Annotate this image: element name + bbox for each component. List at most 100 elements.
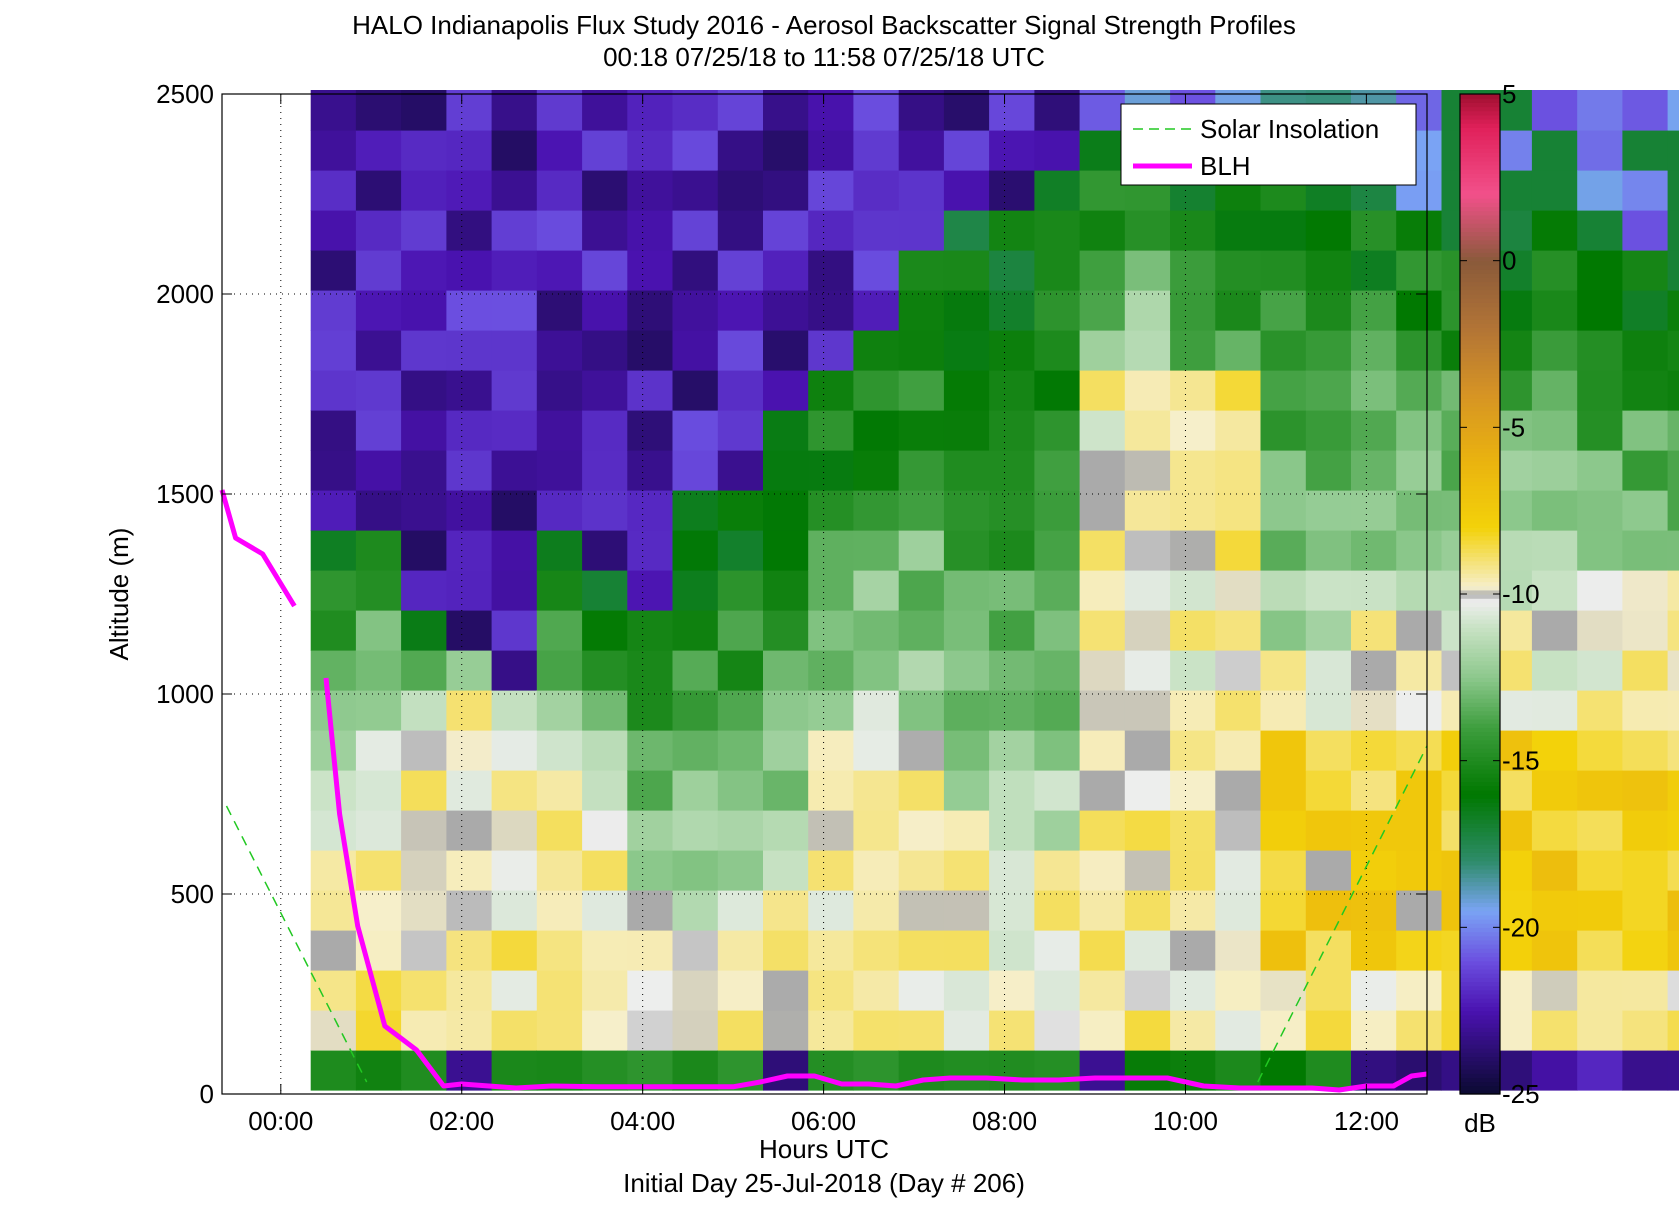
heatmap-cell <box>491 170 538 211</box>
colorbar-segment <box>1460 289 1500 295</box>
heatmap-cell <box>1667 90 1679 131</box>
heatmap-cell <box>401 330 447 371</box>
heatmap-cell <box>1577 650 1623 691</box>
heatmap-cell <box>1124 570 1171 611</box>
heatmap-cell <box>582 290 628 331</box>
heatmap-cell <box>1667 210 1679 251</box>
heatmap-cell <box>717 650 764 691</box>
colorbar-segment <box>1460 677 1500 683</box>
colorbar-segment <box>1460 752 1500 758</box>
heatmap-cell <box>355 1050 402 1091</box>
heatmap-cell <box>989 370 1035 411</box>
heatmap-cell <box>1667 770 1679 811</box>
colorbar-segment <box>1460 723 1500 728</box>
heatmap-cell <box>627 210 674 251</box>
heatmap-cell <box>853 610 900 651</box>
heatmap-cell <box>672 850 719 891</box>
heatmap-cell <box>853 770 900 811</box>
heatmap-cell <box>1351 570 1397 611</box>
heatmap-cell <box>672 290 719 331</box>
heatmap-cell <box>1396 810 1442 851</box>
colorbar-segment <box>1460 523 1500 528</box>
heatmap-cell <box>446 130 493 171</box>
heatmap-cell <box>717 250 764 291</box>
heatmap-cell <box>627 930 674 971</box>
heatmap-cell <box>989 890 1035 931</box>
heatmap-cell <box>1034 610 1081 651</box>
heatmap-cell <box>310 970 357 1011</box>
heatmap-cell <box>853 450 900 491</box>
heatmap-cell <box>1351 970 1397 1011</box>
colorbar-segment <box>1460 869 1500 874</box>
heatmap-cell <box>491 90 538 131</box>
heatmap-cell <box>672 690 719 731</box>
heatmap-cell <box>1034 370 1081 411</box>
heatmap-cell <box>355 890 402 931</box>
heatmap-cell <box>1667 490 1679 531</box>
x-axis-label-2: Initial Day 25-Jul-2018 (Day # 206) <box>623 1168 1025 1198</box>
colorbar-segment <box>1460 173 1500 178</box>
heatmap-cell <box>853 290 900 331</box>
colorbar-segment <box>1460 785 1500 791</box>
heatmap-cell <box>943 170 990 211</box>
colorbar-segment <box>1460 994 1500 999</box>
heatmap-cell <box>808 170 854 211</box>
heatmap-cell <box>1079 970 1126 1011</box>
heatmap-cell <box>536 650 583 691</box>
heatmap-cell <box>401 810 447 851</box>
heatmap-cell <box>1531 690 1578 731</box>
heatmap-cell <box>1260 370 1307 411</box>
colorbar-segment <box>1460 769 1500 774</box>
heatmap-cell <box>1124 450 1171 491</box>
heatmap-cell <box>627 250 674 291</box>
colorbar-segment <box>1460 948 1500 953</box>
heatmap-cell <box>1667 170 1679 211</box>
colorbar-segment <box>1460 810 1500 816</box>
heatmap-cell <box>853 930 900 971</box>
heatmap-cell <box>582 130 628 171</box>
heatmap-cell <box>1577 970 1623 1011</box>
heatmap-cell <box>1305 1010 1352 1051</box>
heatmap-cell <box>989 850 1035 891</box>
colorbar-segment <box>1460 760 1500 766</box>
heatmap-cell <box>1305 330 1352 371</box>
colorbar-segment <box>1460 956 1500 962</box>
heatmap-cell <box>1531 90 1578 131</box>
colorbar-segment <box>1460 144 1500 149</box>
heatmap-cell <box>1079 890 1126 931</box>
heatmap-cell <box>446 250 493 291</box>
heatmap-cell <box>1577 410 1623 451</box>
heatmap-cell <box>1396 730 1442 771</box>
heatmap-cell <box>310 410 357 451</box>
colorbar-segment <box>1460 539 1500 545</box>
heatmap-cell <box>898 330 945 371</box>
colorbar-segment <box>1460 577 1500 583</box>
heatmap-cell <box>446 930 493 971</box>
heatmap-cell <box>401 610 447 651</box>
heatmap-cell <box>536 570 583 611</box>
colorbar-segment <box>1460 1085 1500 1091</box>
heatmap-cell <box>763 490 809 531</box>
heatmap-cell <box>1351 250 1397 291</box>
heatmap-cell <box>1577 530 1623 571</box>
colorbar-segment <box>1460 344 1500 349</box>
heatmap-cell <box>989 690 1035 731</box>
heatmap-cell <box>1124 930 1171 971</box>
heatmap-cell <box>1396 370 1442 411</box>
heatmap-cell <box>1577 330 1623 371</box>
heatmap-cell <box>808 930 854 971</box>
heatmap-cell <box>446 890 493 931</box>
heatmap-cell <box>1351 330 1397 371</box>
colorbar-segment <box>1460 806 1500 812</box>
heatmap-cell <box>310 330 357 371</box>
heatmap-cell <box>536 690 583 731</box>
colorbar-segment <box>1460 194 1500 199</box>
heatmap-cell <box>1079 450 1126 491</box>
heatmap-cell <box>717 170 764 211</box>
heatmap-cell <box>1079 290 1126 331</box>
heatmap-cell <box>672 130 719 171</box>
heatmap-cell <box>1622 450 1669 491</box>
colorbar-segment <box>1460 481 1500 487</box>
colorbar-segment <box>1460 923 1500 928</box>
